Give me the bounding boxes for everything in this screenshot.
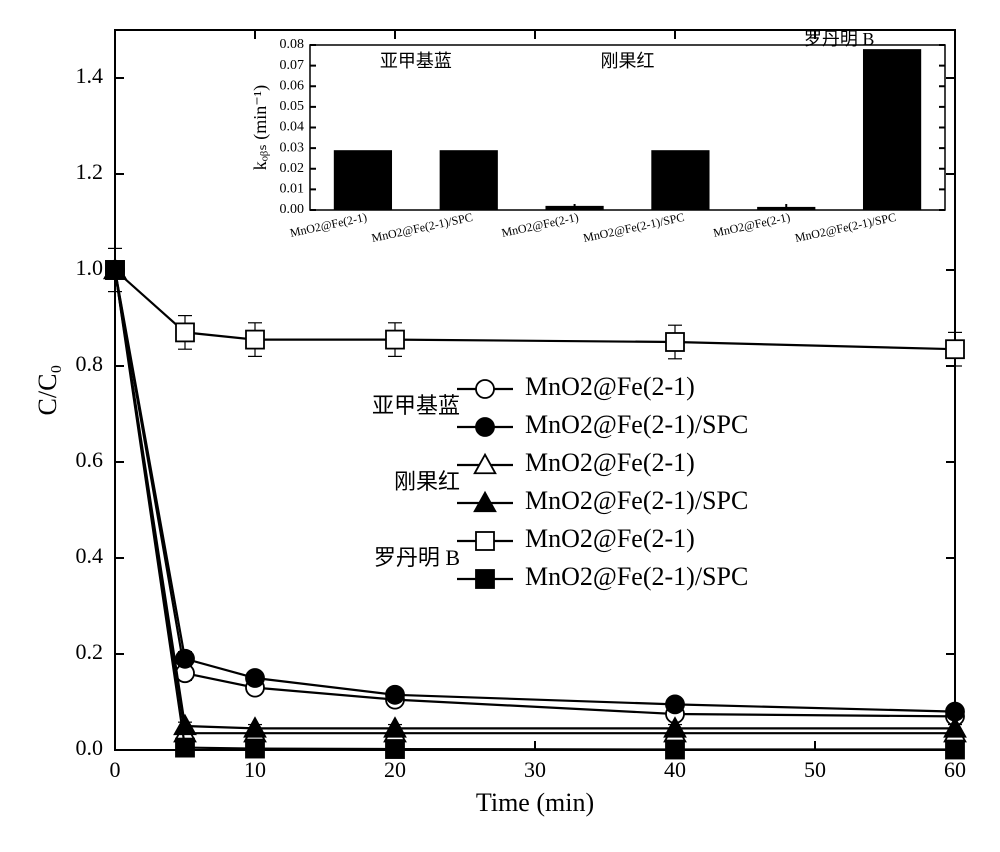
svg-text:0.2: 0.2 <box>76 639 104 664</box>
svg-text:0.05: 0.05 <box>280 99 305 114</box>
svg-text:0.07: 0.07 <box>280 58 305 73</box>
svg-text:60: 60 <box>944 757 966 782</box>
svg-text:MnO2@Fe(2-1)/SPC: MnO2@Fe(2-1)/SPC <box>525 562 748 591</box>
svg-text:10: 10 <box>244 757 266 782</box>
svg-text:MnO2@Fe(2-1): MnO2@Fe(2-1) <box>525 448 695 477</box>
inset-bar <box>651 150 709 210</box>
svg-text:MnO2@Fe(2-1)/SPC: MnO2@Fe(2-1)/SPC <box>525 486 748 515</box>
figure-root: 0 10 20 30 40 50 60 0.0 0.2 0.4 0.6 0.8 1.0 1.2 1.4 Tim… <box>0 0 1000 852</box>
inset-y-label: kₒᵦₛ (min⁻¹) <box>250 85 271 170</box>
svg-text:MnO2@Fe(2-1)/SPC: MnO2@Fe(2-1)/SPC <box>794 210 898 245</box>
svg-text:50: 50 <box>804 757 826 782</box>
svg-text:MnO2@Fe(2-1): MnO2@Fe(2-1) <box>500 210 580 240</box>
x-axis-label: Time (min) <box>476 788 594 817</box>
inset-bar <box>863 49 921 210</box>
svg-text:0.08: 0.08 <box>280 37 305 52</box>
svg-text:刚果红: 刚果红 <box>394 469 460 494</box>
inset-chart: 0.00 0.01 0.02 0.03 0.04 0.05 0.06 0.07 0.08 kₒᵦₛ… <box>250 29 945 245</box>
svg-text:MnO2@Fe(2-1): MnO2@Fe(2-1) <box>712 210 792 240</box>
svg-text:0.04: 0.04 <box>280 120 305 135</box>
inset-group-title: 罗丹明 B <box>804 29 875 49</box>
inset-group-title: 刚果红 <box>601 51 655 71</box>
svg-text:MnO2@Fe(2-1): MnO2@Fe(2-1) <box>525 372 695 401</box>
inset-group-title: 亚甲基蓝 <box>380 51 452 71</box>
inset-bar <box>334 150 392 210</box>
svg-text:0.0: 0.0 <box>76 735 104 760</box>
y-axis-label: C/C₀ <box>33 365 62 416</box>
inset-bar <box>440 150 498 210</box>
svg-text:1.4: 1.4 <box>76 63 104 88</box>
svg-text:0.03: 0.03 <box>280 140 305 155</box>
svg-text:罗丹明 B: 罗丹明 B <box>374 545 460 570</box>
svg-text:0.4: 0.4 <box>76 543 104 568</box>
svg-text:MnO2@Fe(2-1)/SPC: MnO2@Fe(2-1)/SPC <box>582 210 686 245</box>
svg-text:0.01: 0.01 <box>280 182 305 197</box>
svg-text:30: 30 <box>524 757 546 782</box>
svg-text:0.6: 0.6 <box>76 447 104 472</box>
legend: 亚甲基蓝 MnO2@Fe(2-1) MnO2@Fe(2-1)/SPC 刚果红 MnO2@… <box>372 372 748 591</box>
svg-text:1.2: 1.2 <box>76 159 104 184</box>
svg-text:0.00: 0.00 <box>280 202 305 217</box>
series-rb-open <box>106 248 964 366</box>
svg-text:0.8: 0.8 <box>76 351 104 376</box>
svg-text:MnO2@Fe(2-1): MnO2@Fe(2-1) <box>525 524 695 553</box>
svg-text:1.0: 1.0 <box>76 255 104 280</box>
svg-text:MnO2@Fe(2-1)/SPC: MnO2@Fe(2-1)/SPC <box>525 410 748 439</box>
svg-text:40: 40 <box>664 757 686 782</box>
svg-text:MnO2@Fe(2-1)/SPC: MnO2@Fe(2-1)/SPC <box>370 210 474 245</box>
svg-text:0.06: 0.06 <box>280 78 305 93</box>
svg-text:亚甲基蓝: 亚甲基蓝 <box>372 393 460 418</box>
svg-text:20: 20 <box>384 757 406 782</box>
svg-text:0.02: 0.02 <box>280 161 305 176</box>
svg-text:0: 0 <box>110 757 121 782</box>
